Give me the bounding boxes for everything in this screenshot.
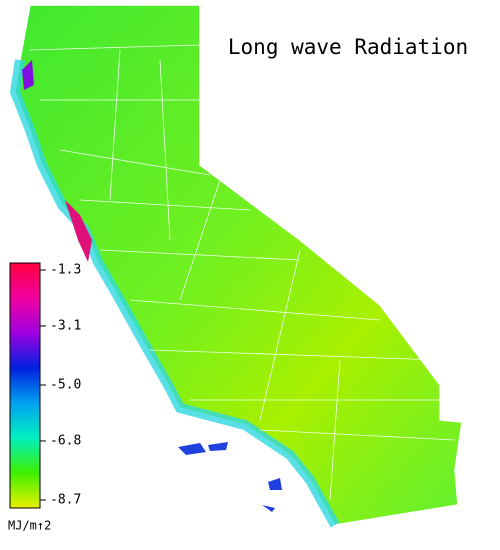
colorbar-unit: MJ/m↑2 [8,519,51,533]
colorbar-tick-label: -3.1 [50,318,81,333]
north-coast-high [22,60,34,90]
channel-islands [178,442,282,512]
colorbar-tick-label: -8.7 [50,493,81,508]
colorbar-tick-label: -6.8 [50,433,81,448]
bay-area-high [65,200,92,262]
county-lines [29,44,456,501]
colorbar-tick-label: -5.0 [50,378,81,393]
colorbar-tick-label: -1.3 [50,263,81,278]
coastal-band [9,59,340,528]
california-land [14,4,463,526]
colorbar [9,262,41,509]
map-title: Long wave Radiation [228,35,468,59]
